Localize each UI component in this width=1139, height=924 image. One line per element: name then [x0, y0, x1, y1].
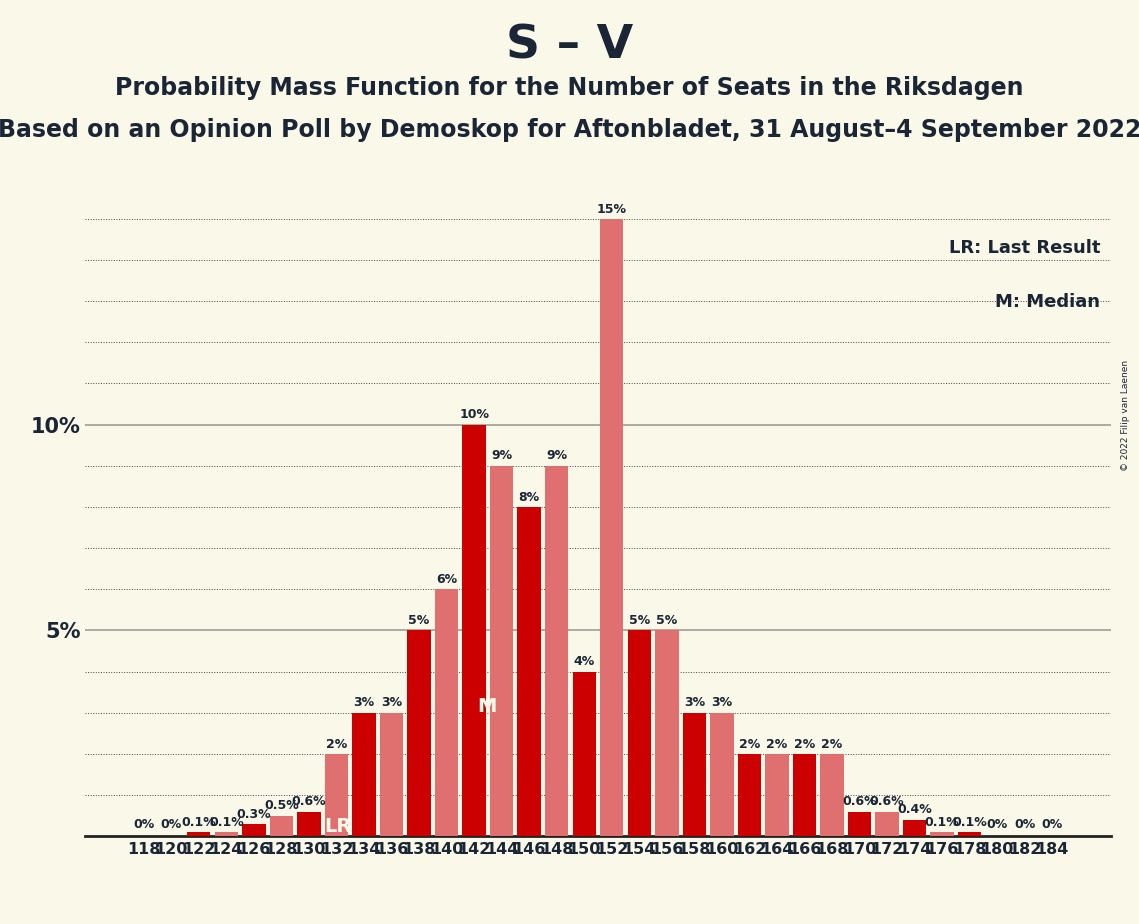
Bar — [628, 630, 652, 836]
Text: 2%: 2% — [326, 737, 347, 750]
Bar — [958, 833, 982, 836]
Bar — [243, 824, 265, 836]
Text: 0.1%: 0.1% — [208, 816, 244, 829]
Text: 6%: 6% — [436, 573, 457, 586]
Bar — [325, 754, 349, 836]
Text: 2%: 2% — [739, 737, 760, 750]
Text: M: M — [477, 697, 497, 716]
Bar — [847, 811, 871, 836]
Bar — [352, 712, 376, 836]
Text: 0.4%: 0.4% — [898, 804, 932, 817]
Bar — [187, 833, 211, 836]
Bar — [297, 811, 320, 836]
Text: 3%: 3% — [683, 697, 705, 710]
Text: 8%: 8% — [518, 491, 540, 504]
Bar — [765, 754, 788, 836]
Text: LR: LR — [325, 818, 352, 836]
Text: LR: Last Result: LR: Last Result — [949, 238, 1100, 257]
Text: 0.1%: 0.1% — [925, 816, 959, 829]
Text: 4%: 4% — [574, 655, 595, 668]
Bar — [270, 816, 293, 836]
Text: S – V: S – V — [506, 23, 633, 68]
Bar — [682, 712, 706, 836]
Text: Probability Mass Function for the Number of Seats in the Riksdagen: Probability Mass Function for the Number… — [115, 76, 1024, 100]
Bar — [710, 712, 734, 836]
Bar — [379, 712, 403, 836]
Bar — [408, 630, 431, 836]
Bar — [490, 466, 514, 836]
Text: 0%: 0% — [1041, 819, 1063, 832]
Bar — [793, 754, 817, 836]
Text: Based on an Opinion Poll by Demoskop for Aftonbladet, 31 August–4 September 2022: Based on an Opinion Poll by Demoskop for… — [0, 118, 1139, 142]
Bar — [600, 219, 623, 836]
Text: 2%: 2% — [767, 737, 787, 750]
Bar — [876, 811, 899, 836]
Text: 0%: 0% — [986, 819, 1008, 832]
Text: 2%: 2% — [821, 737, 843, 750]
Text: M: Median: M: Median — [995, 293, 1100, 310]
Bar — [214, 833, 238, 836]
Text: 0.1%: 0.1% — [181, 816, 216, 829]
Text: 0%: 0% — [161, 819, 182, 832]
Bar — [931, 833, 953, 836]
Text: 2%: 2% — [794, 737, 816, 750]
Bar — [820, 754, 844, 836]
Text: 9%: 9% — [546, 449, 567, 463]
Text: 10%: 10% — [459, 408, 489, 421]
Bar — [903, 820, 926, 836]
Text: 9%: 9% — [491, 449, 513, 463]
Text: 0.6%: 0.6% — [870, 796, 904, 808]
Bar — [517, 507, 541, 836]
Text: 0.1%: 0.1% — [952, 816, 988, 829]
Text: 0.3%: 0.3% — [237, 808, 271, 821]
Text: 15%: 15% — [597, 202, 626, 215]
Text: 0.6%: 0.6% — [292, 796, 326, 808]
Text: 5%: 5% — [629, 614, 650, 627]
Text: 0%: 0% — [133, 819, 155, 832]
Text: 3%: 3% — [711, 697, 732, 710]
Bar — [462, 425, 486, 836]
Bar — [544, 466, 568, 836]
Text: 0.6%: 0.6% — [842, 796, 877, 808]
Bar — [655, 630, 679, 836]
Text: 3%: 3% — [380, 697, 402, 710]
Text: 3%: 3% — [353, 697, 375, 710]
Text: © 2022 Filip van Laenen: © 2022 Filip van Laenen — [1121, 360, 1130, 471]
Bar — [738, 754, 761, 836]
Text: 0%: 0% — [1014, 819, 1035, 832]
Text: 5%: 5% — [409, 614, 429, 627]
Bar — [573, 672, 596, 836]
Text: 0.5%: 0.5% — [264, 799, 298, 812]
Bar — [435, 590, 458, 836]
Text: 5%: 5% — [656, 614, 678, 627]
